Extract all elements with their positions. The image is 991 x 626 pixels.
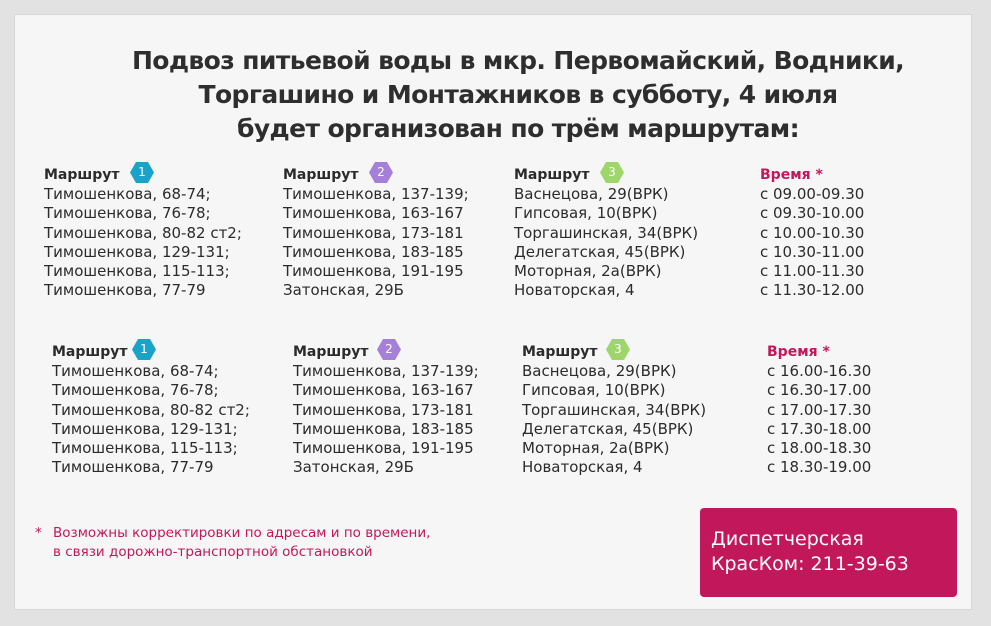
route-header: Маршрут 3	[514, 162, 698, 185]
address-item: Тимошенкова, 129-131;	[52, 419, 238, 438]
address-item: Васнецова, 29(ВРК)	[522, 362, 677, 381]
dispatch-contact-box: Диспетчерская КрасКом: 211-39-63	[700, 508, 957, 597]
dispatch-phone: КрасКом: 211-39-63	[711, 553, 909, 575]
address-item: Тимошенкова, 163-167	[293, 381, 474, 400]
time-slots-evening: Время * с 16.00-16.30 с 16.30-17.00 с 17…	[767, 343, 871, 477]
address-item: Затонская, 29Б	[283, 281, 404, 300]
route-2-evening: Маршрут 2 Тимошенкова, 137-139; Тимошенк…	[293, 339, 479, 477]
address-item: Тимошенкова, 77-79	[52, 458, 214, 477]
route-number-badge: 2	[369, 162, 393, 183]
footnote-asterisk: *	[35, 525, 42, 541]
address-item: Тимошенкова, 129-131;	[44, 242, 230, 261]
route-number-badge: 1	[130, 162, 154, 183]
route-label: Маршрут	[283, 167, 359, 183]
address-item: Тимошенкова, 76-78;	[44, 204, 211, 223]
address-item: Тимошенкова, 191-195	[293, 439, 474, 457]
address-item: Тимошенкова, 183-185	[283, 242, 464, 261]
time-slot: с 16.30-17.00	[767, 381, 872, 400]
address-item: Тимошенкова, 76-78;	[52, 381, 219, 400]
route-3-evening: Маршрут 3 Васнецова, 29(ВРК) Гипсовая, 1…	[522, 339, 707, 477]
address-item: Тимошенкова, 163-167	[283, 204, 464, 223]
route-header: Маршрут 2	[293, 339, 479, 362]
address-item: Затонская, 29Б	[293, 458, 414, 477]
address-item: Тимошенкова, 80-82 ст2;	[44, 223, 242, 242]
time-slot: с 11.00-11.30	[760, 262, 865, 280]
time-slot: с 17.00-17.30	[767, 400, 872, 419]
title-line-3: будет организован по трём маршрутам:	[236, 114, 800, 143]
route-label: Маршрут	[514, 167, 590, 183]
route-number-badge: 3	[600, 162, 624, 183]
route-label: Маршрут	[52, 344, 128, 360]
address-item: Тимошенкова, 137-139;	[293, 362, 479, 381]
address-item: Тимошенкова, 77-79	[44, 281, 206, 300]
address-item: Тимошенкова, 137-139;	[283, 185, 469, 204]
footnote-line-1: Возможны корректировки по адресам и по в…	[53, 525, 431, 541]
address-item: Новаторская, 4	[522, 458, 643, 477]
dispatch-title: Диспетчерская	[711, 528, 864, 550]
route-label: Маршрут	[522, 344, 598, 360]
address-item: Тимошенкова, 68-74;	[52, 362, 219, 381]
route-header: Маршрут 2	[283, 162, 469, 185]
route-3-morning: Маршрут 3 Васнецова, 29(ВРК) Гипсовая, 1…	[514, 162, 699, 300]
route-2-morning: Маршрут 2 Тимошенкова, 137-139; Тимошенк…	[283, 162, 469, 300]
address-item: Делегатская, 45(ВРК)	[522, 419, 694, 438]
route-number-badge: 2	[377, 339, 401, 360]
route-header: Маршрут 1	[44, 162, 242, 185]
address-item: Тимошенкова, 173-181	[293, 400, 474, 419]
address-item: Моторная, 2а(ВРК)	[514, 262, 662, 280]
route-number-badge: 3	[606, 339, 630, 360]
address-item: Васнецова, 29(ВРК)	[514, 185, 669, 204]
address-item: Тимошенкова, 115-113;	[52, 439, 238, 457]
time-slot: с 09.00-09.30	[760, 185, 865, 204]
address-item: Тимошенкова, 173-181	[283, 223, 464, 242]
time-slot: с 10.00-10.30	[760, 223, 865, 242]
address-item: Торгашинская, 34(ВРК)	[522, 400, 707, 419]
time-slot: с 16.00-16.30	[767, 362, 872, 381]
address-item: Тимошенкова, 191-195	[283, 262, 464, 280]
address-item: Тимошенкова, 183-185	[293, 419, 474, 438]
address-item: Моторная, 2а(ВРК)	[522, 439, 670, 457]
route-label: Маршрут	[44, 167, 120, 183]
address-item: Тимошенкова, 80-82 ст2;	[52, 400, 250, 419]
title-line-1: Подвоз питьевой воды в мкр. Первомайский…	[131, 46, 905, 75]
route-header: Маршрут 3	[522, 339, 706, 362]
address-item: Новаторская, 4	[514, 281, 635, 300]
address-item: Делегатская, 45(ВРК)	[514, 242, 686, 261]
route-1-evening: Маршрут 1 Тимошенкова, 68-74; Тимошенков…	[52, 339, 250, 477]
time-slot: с 09.30-10.00	[760, 204, 865, 223]
time-header: Время *	[760, 167, 823, 183]
time-slot: с 18.00-18.30	[767, 439, 872, 457]
time-slot: с 10.30-11.00	[760, 242, 865, 261]
time-slot: с 18.30-19.00	[767, 458, 872, 477]
page-title: Подвоз питьевой воды в мкр. Первомайский…	[0, 44, 991, 146]
time-slot: с 17.30-18.00	[767, 419, 872, 438]
address-item: Торгашинская, 34(ВРК)	[514, 223, 699, 242]
time-slots-morning: Время * с 09.00-09.30 с 09.30-10.00 с 10…	[760, 166, 864, 300]
time-header: Время *	[767, 344, 830, 360]
route-label: Маршрут	[293, 344, 369, 360]
time-slot: с 11.30-12.00	[760, 281, 865, 300]
address-item: Тимошенкова, 68-74;	[44, 185, 211, 204]
address-item: Гипсовая, 10(ВРК)	[514, 204, 658, 223]
footnote-line-2: в связи дорожно-транспортной обстановкой	[53, 544, 373, 560]
address-item: Гипсовая, 10(ВРК)	[522, 381, 666, 400]
route-1-morning: Маршрут 1 Тимошенкова, 68-74; Тимошенков…	[44, 162, 242, 300]
route-number-badge: 1	[132, 339, 156, 360]
title-line-2: Торгашино и Монтажников в субботу, 4 июл…	[198, 80, 839, 109]
route-header: Маршрут 1	[52, 339, 250, 362]
address-item: Тимошенкова, 115-113;	[44, 262, 230, 280]
